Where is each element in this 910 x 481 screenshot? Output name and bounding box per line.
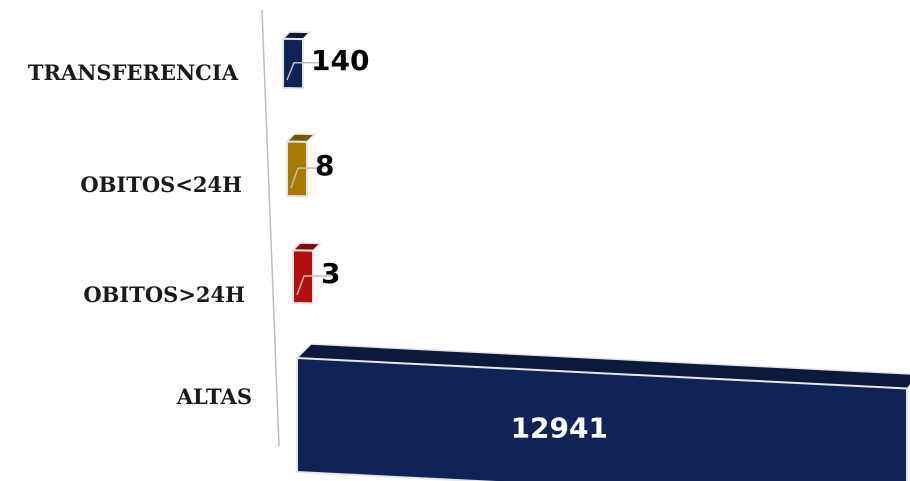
category-label: OBITOS>24H [83,282,245,307]
category-label: OBITOS<24H [80,172,242,197]
bar-obitos-24h [291,242,331,305]
bar-leader-line [290,167,325,189]
value-label: 3 [321,257,340,290]
category-label: ALTAS [176,384,252,409]
category-axis-line [261,9,280,447]
value-label: 12941 [511,411,608,444]
labels-group: TRANSFERENCIA 140 OBITOS<24H 8 OBITOS>24H 3 AL… [28,44,608,444]
bar-altas [295,343,910,481]
bar-leader-line [296,275,331,296]
bars-group [281,31,910,481]
category-label: TRANSFERENCIA [28,60,239,85]
value-label: 140 [311,44,369,77]
value-label: 8 [315,149,334,182]
bar-front-face [296,356,908,481]
bar-leader-line [286,62,321,81]
bar-obitos-24h [285,133,325,198]
bar-transferencia [281,31,321,90]
